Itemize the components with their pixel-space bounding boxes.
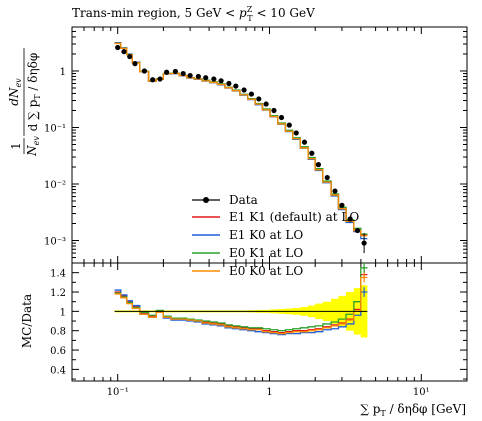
svg-text:1: 1	[9, 142, 23, 150]
svg-text:E1 K0 at LO: E1 K0 at LO	[229, 228, 303, 242]
data-point	[293, 130, 299, 136]
data-point	[256, 96, 262, 102]
x-tick-label: 10⁻¹	[107, 387, 129, 398]
legend-entry-series-0: E1 K1 (default) at LO	[192, 210, 359, 224]
data-point	[187, 72, 193, 79]
data-point	[211, 76, 217, 82]
series-line-ratio-2	[114, 267, 368, 332]
ratio-y-tick-label: 1	[60, 307, 66, 318]
data-point	[203, 75, 209, 81]
legend: Data E1 K1 (default) at LO E1 K0 at LO E…	[192, 193, 359, 278]
data-point	[263, 101, 269, 107]
main-y-tick-label: 10⁻²	[44, 180, 66, 191]
main-y-tick-label: 10⁻¹	[44, 123, 66, 134]
legend-entry-series-1: E1 K0 at LO	[192, 228, 303, 242]
x-axis-title: ∑ pT / δηδφ [GeV]	[360, 402, 466, 418]
svg-text:E1 K1 (default) at LO: E1 K1 (default) at LO	[229, 210, 359, 224]
svg-text:Nev: Nev	[25, 136, 41, 157]
data-point	[339, 202, 345, 208]
data-point	[115, 44, 121, 51]
data-point	[271, 107, 277, 114]
data-point	[324, 174, 330, 181]
x-tick-label: 10¹	[413, 387, 430, 398]
data-point	[150, 77, 156, 83]
data-point	[195, 73, 201, 80]
data-point	[286, 122, 292, 128]
ratio-y-tick-label: 1.2	[50, 288, 66, 299]
svg-text:E0 K1 at LO: E0 K1 at LO	[229, 246, 303, 260]
ratio-y-axis-title: MC/Data	[20, 294, 34, 348]
svg-text:Data: Data	[229, 193, 258, 207]
data-point	[157, 76, 163, 82]
data-point	[248, 91, 255, 97]
data-point	[301, 139, 308, 145]
data-point	[141, 68, 148, 74]
svg-text:E0 K0 at LO: E0 K0 at LO	[229, 264, 303, 278]
data-point	[180, 70, 186, 77]
data-point	[164, 69, 170, 75]
ratio-y-tick-label: 0.8	[50, 327, 66, 338]
plot-layer: 10⁻¹ 1 10¹ 10⁻³ 10⁻² 10⁻¹ 1 0.4 0.6 0.8 1 1.2 1.4	[44, 26, 468, 398]
data-point	[121, 49, 127, 55]
svg-text:dNev: dNev	[7, 78, 23, 106]
data-point	[226, 80, 232, 87]
ratio-y-tick-label: 0.4	[50, 365, 66, 376]
series-line-main-3	[114, 42, 368, 237]
data-point	[132, 61, 138, 67]
ratio-y-tick-label: 0.6	[50, 346, 66, 357]
main-y-tick-label: 1	[60, 67, 66, 78]
data-point	[278, 114, 285, 121]
series-line-ratio-3	[114, 276, 368, 335]
main-y-tick-label: 10⁻³	[44, 237, 66, 248]
data-point	[172, 68, 179, 75]
legend-entry-data: Data	[192, 193, 258, 207]
x-tick-label: 1	[266, 387, 272, 398]
chart-title: Trans-min region, 5 GeV < pZ T < 10 GeV	[72, 5, 315, 23]
data-point	[233, 83, 239, 89]
legend-entry-series-2: E0 K1 at LO	[192, 246, 303, 260]
legend-entry-series-3: E0 K0 at LO	[192, 264, 303, 278]
ratio-y-tick-label: 1.4	[50, 269, 66, 280]
data-point	[347, 216, 353, 222]
data-point	[241, 87, 247, 93]
data-point	[127, 53, 133, 60]
main-y-axis-title: 1 Nev dNev d ∑ pT / δηδφ	[7, 48, 42, 157]
data-point	[361, 240, 367, 246]
data-point	[332, 188, 338, 194]
data-point	[309, 150, 315, 156]
data-point	[218, 78, 224, 84]
data-point	[315, 162, 322, 168]
svg-text:d ∑ pT / δηδφ: d ∑ pT / δηδφ	[26, 53, 42, 132]
data-point	[354, 227, 361, 234]
ratio-plot-frame	[71, 262, 468, 382]
